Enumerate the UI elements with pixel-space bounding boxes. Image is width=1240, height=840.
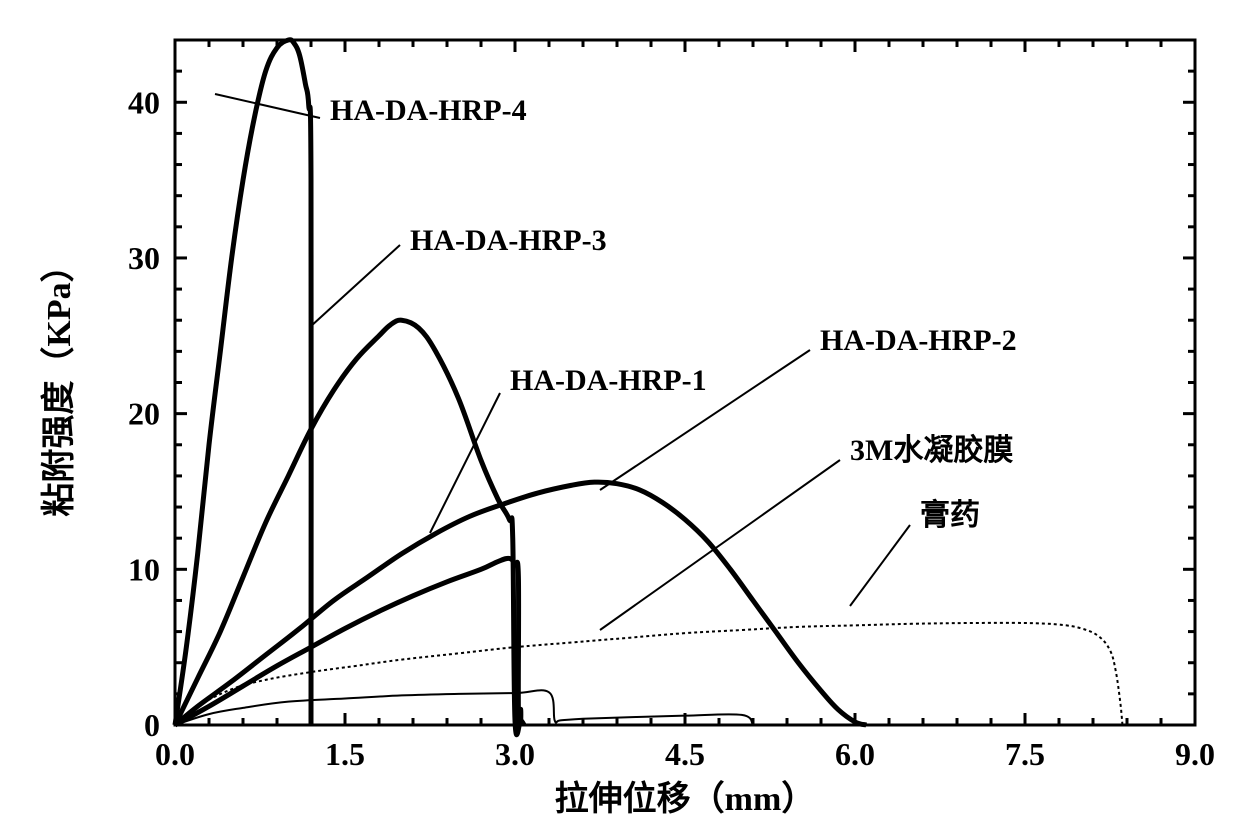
label-plaster: 膏药 (920, 498, 980, 532)
svg-text:1.5: 1.5 (325, 736, 365, 772)
leader-HA-DA-HRP-3 (310, 245, 400, 327)
label-HA-DA-HRP-4: HA-DA-HRP-4 (330, 94, 527, 127)
svg-text:10: 10 (128, 551, 160, 587)
series-HA-DA-HRP-3 (175, 320, 524, 735)
svg-text:30: 30 (128, 240, 160, 276)
label-HA-DA-HRP-3: HA-DA-HRP-3 (410, 224, 607, 257)
adhesion-displacement-chart: 0.0 1.5 3.0 4.5 6.0 7.5 9.0 0 10 20 30 40 拉伸位移（mm） 粘附… (20, 20, 1220, 820)
x-axis-label: 拉伸位移（mm） (555, 779, 816, 818)
svg-text:3.0: 3.0 (495, 736, 535, 772)
svg-text:6.0: 6.0 (835, 736, 875, 772)
svg-text:40: 40 (128, 84, 160, 120)
leader-3M-hydrogel (600, 460, 840, 630)
label-HA-DA-HRP-1: HA-DA-HRP-1 (510, 364, 707, 397)
svg-text:7.5: 7.5 (1005, 736, 1045, 772)
series-HA-DA-HRP-1 (175, 558, 521, 725)
svg-text:4.5: 4.5 (665, 736, 705, 772)
series-3M-hydrogel (175, 690, 753, 725)
label-3M-hydrogel: 3M水凝胶膜 (850, 433, 1013, 467)
series-HA-DA-HRP-4 (175, 40, 311, 725)
svg-text:9.0: 9.0 (1175, 736, 1215, 772)
svg-text:20: 20 (128, 396, 160, 432)
svg-text:0.0: 0.0 (155, 736, 195, 772)
leader-HA-DA-HRP-4 (215, 94, 320, 118)
chart-svg: 0.0 1.5 3.0 4.5 6.0 7.5 9.0 0 10 20 30 40 拉伸位移（mm） 粘附… (20, 20, 1220, 840)
y-axis-label: 粘附强度（KPa） (39, 248, 78, 516)
svg-text:0: 0 (144, 707, 160, 743)
leader-plaster (850, 525, 910, 606)
series-plaster (175, 623, 1122, 725)
label-HA-DA-HRP-2: HA-DA-HRP-2 (820, 324, 1017, 357)
